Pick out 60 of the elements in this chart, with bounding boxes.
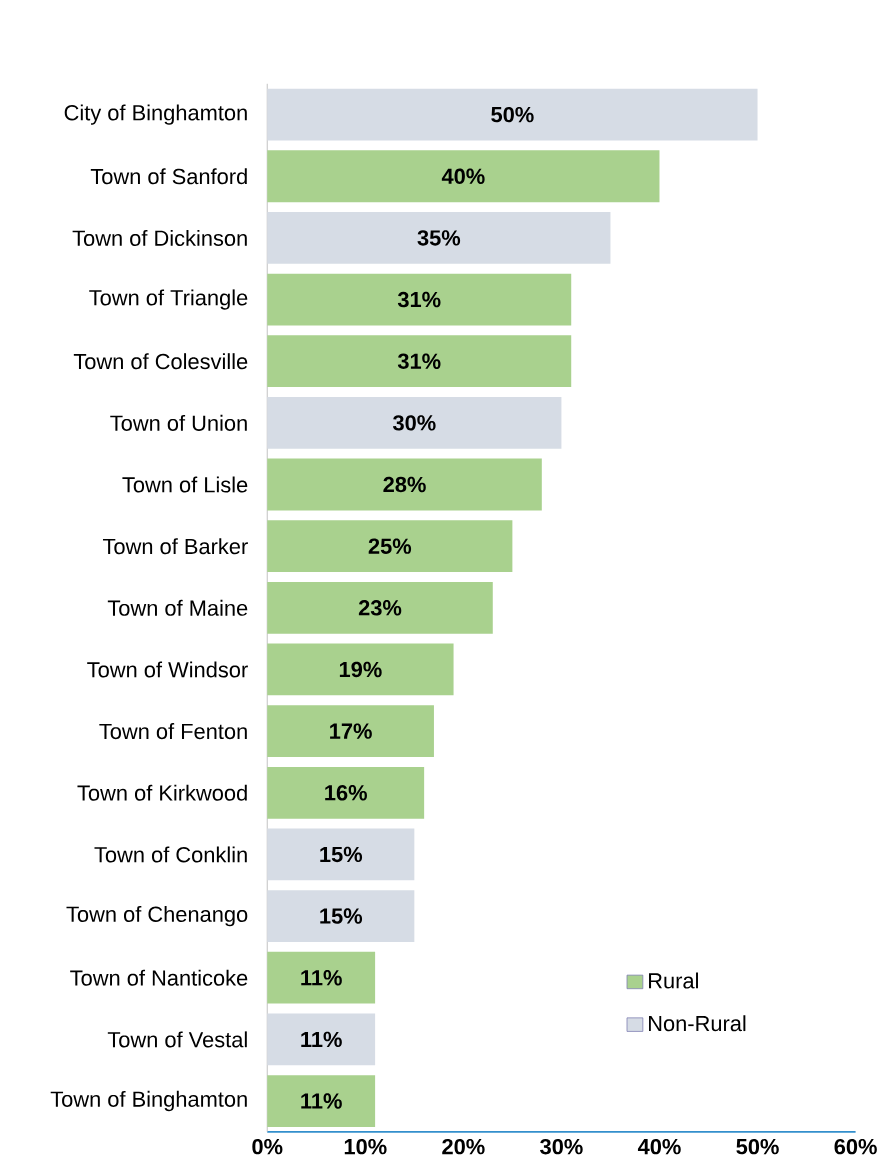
data-label: 15%	[320, 846, 363, 863]
bar	[267, 335, 572, 388]
legend-label: Non-Rural	[648, 1015, 746, 1032]
x-tick-label: 0%	[252, 1138, 283, 1155]
y-tick-label: Town of Fenton	[99, 723, 247, 740]
y-tick-label: Town of Maine	[107, 599, 248, 616]
x-tick-label: 40%	[637, 1138, 681, 1155]
y-tick-label: Town of Kirkwood	[77, 784, 247, 801]
y-tick-label: Town of Union	[110, 414, 247, 431]
y-tick-label: Town of Nanticoke	[70, 969, 248, 986]
bar	[267, 212, 611, 264]
y-tick-label: Town of Windsor	[87, 661, 248, 678]
y-tick-label: Town of Vestal	[107, 1031, 247, 1048]
y-tick-label: Town of Barker	[102, 538, 248, 555]
data-label: 17%	[330, 723, 372, 739]
x-tick-label: 50%	[736, 1138, 779, 1155]
data-label: 28%	[383, 476, 426, 493]
y-tick-label: City of Binghamton	[64, 104, 247, 125]
bar	[267, 458, 542, 511]
bar	[267, 951, 376, 1004]
data-label: 30%	[392, 415, 436, 431]
y-tick-label: Town of Conklin	[94, 846, 247, 863]
bar	[267, 396, 562, 449]
bar	[267, 1075, 376, 1127]
y-tick-label: Town of Dickinson	[72, 229, 247, 246]
bar	[267, 273, 572, 326]
bar	[267, 890, 415, 942]
data-label: 23%	[358, 600, 402, 616]
data-label: 40%	[441, 168, 485, 184]
bar	[267, 520, 513, 573]
y-tick-label: Town of Lisle	[122, 476, 248, 493]
y-tick-label: Town of Chenango	[66, 905, 248, 927]
bar	[267, 828, 415, 881]
x-tick-label: 30%	[540, 1138, 583, 1155]
data-label: 31%	[397, 291, 441, 308]
legend-label: Rural	[648, 972, 698, 989]
data-label: 35%	[417, 230, 461, 246]
y-tick-label: Town of Colesville	[73, 353, 248, 370]
data-label: 50%	[491, 106, 534, 123]
bar	[267, 581, 493, 634]
bar	[267, 643, 454, 696]
data-label: 11%	[301, 970, 342, 986]
data-label: 11%	[301, 1093, 342, 1109]
x-tick-label: 10%	[344, 1138, 387, 1155]
data-label: 11%	[301, 1031, 342, 1048]
data-label: 31%	[397, 353, 441, 369]
data-label: 15%	[320, 908, 363, 924]
data-label: 25%	[368, 538, 412, 554]
bar	[267, 766, 425, 819]
x-tick-label: 20%	[442, 1138, 485, 1155]
y-tick-label: Town of Triangle	[89, 289, 248, 310]
y-tick-label: Town of Sanford	[90, 168, 247, 185]
x-tick-label: 60%	[834, 1138, 877, 1155]
data-label: 19%	[339, 661, 382, 678]
bar	[267, 150, 660, 203]
bar	[267, 1013, 376, 1066]
data-label: 16%	[325, 785, 367, 801]
y-tick-label: Town of Binghamton	[50, 1090, 247, 1112]
bar	[267, 705, 434, 758]
bar	[267, 88, 758, 141]
